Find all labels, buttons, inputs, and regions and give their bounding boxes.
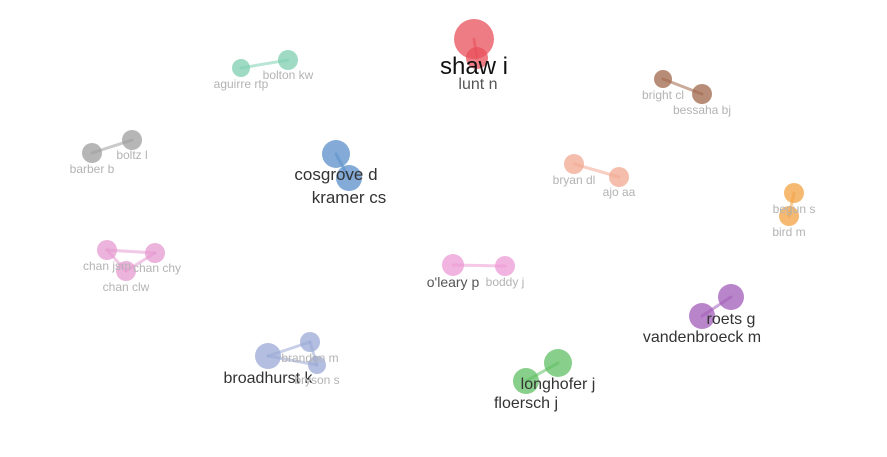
node-label-bright-cl[interactable]: bright cl (642, 88, 684, 102)
node-brandon-m[interactable] (300, 332, 320, 352)
node-longhofer-j[interactable] (544, 349, 572, 377)
node-label-barber-b[interactable]: barber b (70, 162, 115, 176)
node-bird-m[interactable] (779, 206, 799, 226)
node-label-chan-chy[interactable]: chan chy (133, 261, 181, 275)
node-bryan-dl[interactable] (564, 154, 584, 174)
node-label-chan-clw[interactable]: chan clw (103, 280, 150, 294)
node-cosgrove-d[interactable] (322, 140, 350, 168)
node-label-floersch-j[interactable]: floersch j (494, 395, 558, 412)
node-label-aguirre-rtp[interactable]: aguirre rtp (214, 77, 269, 91)
node-barber-b[interactable] (82, 143, 102, 163)
node-label-begun-s[interactable]: begun s (773, 202, 816, 216)
node-label-bird-m[interactable]: bird m (772, 225, 805, 239)
node-label-bryan-dl[interactable]: bryan dl (553, 173, 596, 187)
node-bolton-kw[interactable] (278, 50, 298, 70)
node-label-cosgrove-d[interactable]: cosgrove d (294, 165, 377, 184)
node-floersch-j[interactable] (513, 368, 539, 394)
node-boltz-l[interactable] (122, 130, 142, 150)
node-label-chan-jsm[interactable]: chan jsm (83, 259, 131, 273)
node-kramer-cs[interactable] (336, 165, 362, 191)
node-label-bolton-kw[interactable]: bolton kw (263, 68, 314, 82)
node-aguirre-rtp[interactable] (232, 59, 250, 77)
node-begun-s[interactable] (784, 183, 804, 203)
node-label-boltz-l[interactable]: boltz l (116, 148, 147, 162)
nodes-layer (82, 19, 804, 394)
node-label-lunt-n[interactable]: lunt n (458, 76, 497, 93)
node-roets-g[interactable] (718, 284, 744, 310)
node-bryson-s[interactable] (308, 356, 326, 374)
node-label-boddy-j[interactable]: boddy j (486, 275, 525, 289)
node-boddy-j[interactable] (495, 256, 515, 276)
node-label-brandon-m[interactable]: brandon m (281, 351, 338, 365)
node-shaw-i[interactable] (454, 19, 494, 59)
node-label-shaw-i[interactable]: shaw i (440, 53, 508, 80)
node-label-kramer-cs[interactable]: kramer cs (312, 188, 387, 207)
node-label-vandenbroeck-m[interactable]: vandenbroeck m (643, 329, 761, 346)
node-lunt-n[interactable] (466, 47, 488, 69)
node-chan-clw[interactable] (116, 261, 136, 281)
node-o-leary-p[interactable] (442, 254, 464, 276)
node-label-bryson-s[interactable]: bryson s (294, 373, 339, 387)
node-vandenbroeck-m[interactable] (689, 303, 715, 329)
node-bright-cl[interactable] (654, 70, 672, 88)
node-ajo-aa[interactable] (609, 167, 629, 187)
node-label-broadhurst-k[interactable]: broadhurst k (224, 370, 314, 387)
node-broadhurst-k[interactable] (255, 343, 281, 369)
node-label-roets-g[interactable]: roets g (707, 311, 756, 328)
node-label-ajo-aa[interactable]: ajo aa (603, 185, 636, 199)
node-label-longhofer-j[interactable]: longhofer j (521, 376, 596, 393)
node-chan-jsm[interactable] (97, 240, 117, 260)
node-bessaha-bj[interactable] (692, 84, 712, 104)
node-label-o-leary-p[interactable]: o'leary p (427, 274, 480, 290)
node-label-bessaha-bj[interactable]: bessaha bj (673, 103, 731, 117)
node-chan-chy[interactable] (145, 243, 165, 263)
